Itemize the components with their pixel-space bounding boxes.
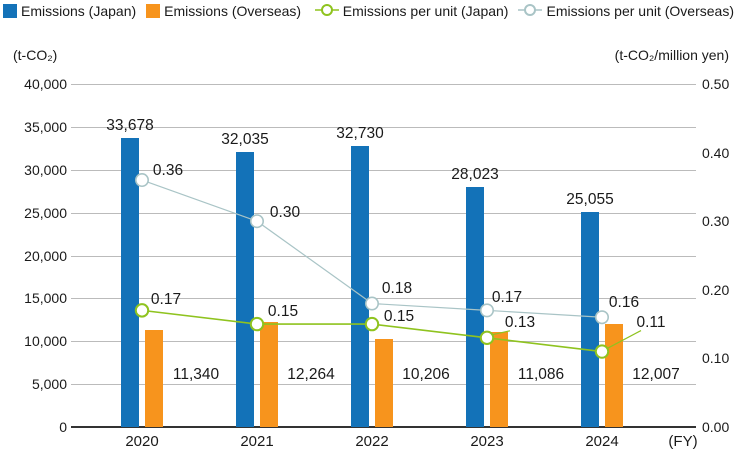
left-axis-tick-label: 15,000 [24, 290, 67, 307]
fy-axis-suffix-label: (FY) [668, 433, 698, 450]
bar-japan [466, 186, 484, 427]
bar-value-label-japan: 33,678 [106, 117, 154, 135]
gridline [71, 169, 696, 171]
right-axis-tick-label: 0.20 [702, 281, 730, 298]
legend-label: Emissions per unit (Overseas) [546, 3, 734, 19]
x-tick-label: 2022 [355, 433, 389, 450]
right-axis-tick-label: 0.00 [702, 419, 730, 435]
bar-overseas [145, 329, 163, 427]
right-axis-tick-label: 0.30 [702, 213, 730, 230]
chart-legend: Emissions (Japan) Emissions (Overseas) E… [3, 2, 734, 20]
bar-overseas [605, 324, 623, 427]
left-axis-tick-label: 10,000 [24, 333, 67, 350]
line-japan-point-label: 0.15 [267, 303, 299, 321]
right-axis-unit-label: (t-CO₂/million yen) [614, 47, 729, 63]
left-axis-tick-label: 20,000 [24, 247, 67, 264]
legend-item-emissions-overseas: Emissions (Overseas) [146, 3, 301, 19]
legend-item-per-unit-overseas: Emissions per unit (Overseas) [518, 3, 734, 20]
gray-circle-marker-icon [518, 3, 543, 20]
bar-value-label-overseas: 11,086 [517, 366, 565, 383]
line-japan-point-label: 0.13 [504, 313, 536, 331]
x-axis-line [71, 426, 696, 428]
legend-label: Emissions (Overseas) [164, 3, 302, 19]
left-axis-tick-label: 35,000 [24, 118, 67, 135]
line-japan-point-label: 0.11 [636, 313, 666, 331]
bar-value-label-japan: 28,023 [451, 165, 499, 183]
gridline [71, 126, 696, 128]
bar-overseas [490, 331, 508, 427]
x-tick-label: 2023 [470, 433, 504, 450]
bar-overseas [260, 321, 278, 427]
bar-value-label-overseas: 12,264 [287, 366, 335, 383]
line-japan-point-label: 0.15 [383, 308, 415, 326]
line-overseas-point-label: 0.17 [491, 289, 523, 307]
gridline [71, 84, 696, 85]
bar-overseas [375, 339, 393, 427]
left-axis-tick-label: 0 [59, 419, 67, 435]
left-axis-tick-label: 5,000 [31, 376, 67, 393]
green-circle-marker-icon [314, 3, 339, 20]
blue-square-icon [3, 4, 17, 18]
line-overseas-polyline [141, 179, 603, 318]
line-overseas-point-label: 0.18 [381, 279, 413, 297]
legend-item-emissions-japan: Emissions (Japan) [3, 3, 136, 19]
legend-label: Emissions (Japan) [21, 3, 137, 19]
bar-japan [236, 152, 254, 427]
gridline [71, 255, 696, 257]
right-axis-tick-label: 0.40 [702, 144, 730, 161]
bar-japan [581, 212, 599, 427]
line-overseas-point-label: 0.36 [152, 162, 184, 180]
x-tick-label: 2024 [585, 433, 619, 450]
bar-value-label-overseas: 11,340 [172, 366, 220, 383]
orange-square-icon [146, 4, 161, 18]
line-overseas-point-label: 0.16 [608, 294, 640, 312]
left-axis-tick-label: 30,000 [24, 161, 67, 178]
bar-value-label-japan: 32,730 [336, 125, 384, 143]
bar-value-label-japan: 32,035 [221, 131, 269, 149]
right-axis-tick-label: 0.50 [702, 76, 730, 92]
bar-value-label-overseas: 12,007 [632, 366, 680, 383]
left-axis-unit-label: (t-CO₂) [13, 47, 58, 63]
x-tick-label: 2020 [125, 433, 159, 450]
bar-japan [121, 138, 139, 427]
gridline [71, 212, 696, 214]
left-axis-tick-label: 25,000 [24, 204, 67, 221]
line-japan-point-label: 0.17 [150, 291, 182, 309]
bar-japan [351, 146, 369, 427]
legend-item-per-unit-japan: Emissions per unit (Japan) [314, 3, 509, 20]
x-tick-label: 2021 [240, 433, 274, 450]
bar-value-label-japan: 25,055 [566, 191, 614, 209]
legend-label: Emissions per unit (Japan) [342, 3, 509, 19]
left-axis-tick-label: 40,000 [24, 76, 67, 92]
bar-value-label-overseas: 10,206 [402, 366, 450, 383]
right-axis-tick-label: 0.10 [702, 350, 730, 367]
line-overseas-point-label: 0.30 [269, 204, 301, 222]
